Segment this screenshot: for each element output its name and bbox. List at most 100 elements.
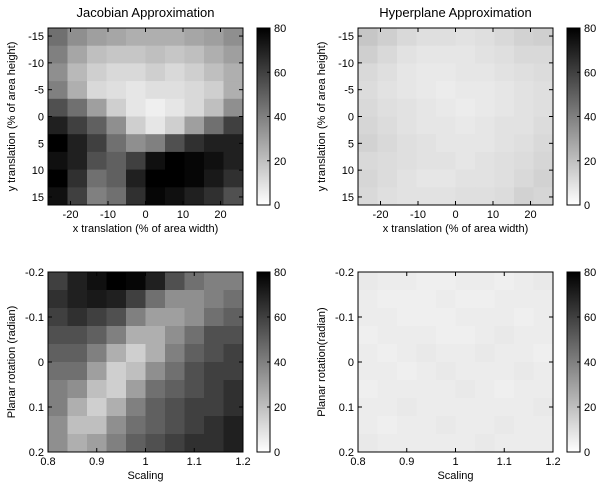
x-axis-label: x translation (% of area width) (73, 223, 219, 235)
heatmap-cell (377, 187, 398, 206)
heatmap-cell (358, 326, 378, 345)
heatmap-cell (204, 416, 224, 435)
heatmap-cell (126, 344, 146, 363)
heatmap-cell (67, 362, 88, 381)
heatmap-cell (455, 326, 476, 345)
heatmap-cell (184, 380, 205, 399)
heatmap-cell (106, 362, 127, 381)
heatmap-cell (204, 434, 224, 453)
y-tick-label: 0 (38, 357, 44, 369)
heatmap-cell (87, 169, 107, 188)
heatmap-cell (397, 398, 417, 417)
heatmap-cell (48, 344, 68, 363)
heatmap-cell (165, 81, 185, 100)
heatmap-cell (397, 187, 417, 206)
heatmap-cell (436, 416, 456, 435)
heatmap-cell (533, 45, 554, 64)
heatmap-cell (223, 63, 244, 82)
heatmap-cell (145, 272, 166, 291)
heatmap-cell (436, 308, 456, 327)
heatmap-cell (533, 290, 554, 309)
x-tick-label: 1.1 (497, 456, 512, 468)
heatmap-cell (475, 116, 495, 135)
heatmap-cell (377, 290, 398, 309)
heatmap-cell (514, 134, 534, 153)
y-axis-label: y translation (% of area height) (316, 42, 328, 192)
heatmap-cell (514, 169, 534, 188)
y-tick-label: -5 (34, 85, 44, 97)
heatmap-cell (358, 272, 378, 291)
heatmap-cell (455, 98, 476, 117)
heatmap-cell (514, 344, 534, 363)
heatmap-cell (514, 63, 534, 82)
colorbar-tick-label: 0 (274, 447, 280, 459)
heatmap-cell (436, 380, 456, 399)
heatmap-cell (67, 344, 88, 363)
heatmap-cell (533, 326, 554, 345)
heatmap-cell (377, 326, 398, 345)
heatmap-cell (494, 151, 515, 171)
heatmap-cell (87, 98, 107, 117)
heatmap-cell (184, 344, 205, 363)
x-tick-label: 1.2 (235, 456, 250, 468)
y-tick-label: -0.1 (25, 312, 44, 324)
heatmap-cell (514, 81, 534, 100)
heatmap-cell (87, 187, 107, 206)
heatmap-cell (436, 63, 456, 82)
heatmap-cell (397, 416, 417, 435)
heatmap-cell (514, 326, 534, 345)
heatmap-cell (184, 398, 205, 417)
heatmap-cell (494, 398, 515, 417)
heatmap-cell (533, 28, 554, 47)
heatmap-cell (223, 362, 244, 381)
x-tick-label: 20 (214, 209, 226, 221)
x-tick-label: -20 (63, 209, 79, 221)
colorbar-tick-label: 60 (274, 312, 286, 324)
heatmap-cell (87, 134, 107, 153)
x-axis-label: Scaling (437, 470, 473, 482)
heatmap-cell (106, 63, 127, 82)
heatmap-cell (48, 151, 68, 171)
heatmap-cell (126, 326, 146, 345)
heatmap-cell (145, 134, 166, 153)
heatmap-cell (358, 434, 378, 453)
heatmap-cell (358, 45, 378, 64)
heatmap-cell (165, 434, 185, 453)
heatmap-cell (145, 116, 166, 135)
heatmap-cell (358, 28, 378, 47)
heatmap-cell (223, 398, 244, 417)
heatmap-cell (416, 290, 437, 309)
heatmap-cell (358, 187, 378, 206)
heatmap-cell (126, 169, 146, 188)
heatmap-cell (204, 272, 224, 291)
y-tick-label: 10 (32, 165, 44, 177)
heatmap-cell (106, 187, 127, 206)
y-axis-label: Planar rotation(radian) (316, 307, 328, 416)
heatmap-cell (87, 290, 107, 309)
heatmap-cell (475, 81, 495, 100)
x-tick-label: 10 (177, 209, 189, 221)
heatmap-cell (223, 98, 244, 117)
heatmap-cell (436, 272, 456, 291)
heatmap-cell (67, 398, 88, 417)
heatmap-cell (106, 272, 127, 291)
heatmap-cell (126, 187, 146, 206)
heatmap-cell (48, 81, 68, 100)
heatmap-cell (514, 398, 534, 417)
heatmap-cell (204, 308, 224, 327)
colorbar-tick-label: 80 (274, 23, 286, 35)
heatmap-cell (494, 98, 515, 117)
y-tick-label: 0.2 (29, 447, 44, 459)
heatmap-cell (48, 272, 68, 291)
heatmap-cell (165, 326, 185, 345)
x-tick-label: 0.9 (399, 456, 414, 468)
heatmap-cell (416, 45, 437, 64)
x-tick-label: 0.9 (89, 456, 104, 468)
heatmap-cell (67, 308, 88, 327)
heatmap-cell (377, 116, 398, 135)
heatmap-cell (436, 344, 456, 363)
heatmap-cell (165, 290, 185, 309)
heatmap-cell (126, 151, 146, 171)
heatmap-cell (67, 434, 88, 453)
